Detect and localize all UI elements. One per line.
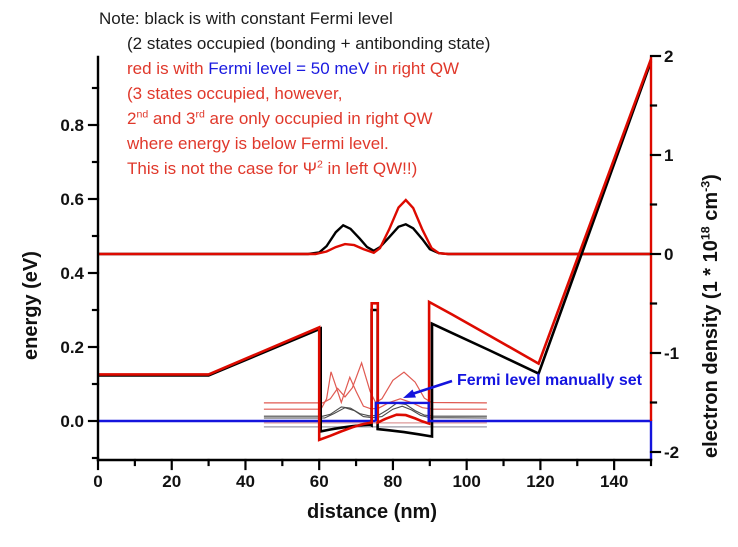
note-annotation: Note: black is with constant Fermi level…	[99, 6, 490, 181]
x-tick-label: 40	[236, 472, 255, 491]
y-right-tick-label: -1	[664, 344, 679, 363]
note-line-2: (2 states occupied (bonding + antibondin…	[127, 34, 491, 53]
note-line-3-red-prefix: red is with	[127, 59, 209, 78]
y-left-tick-label: 0.2	[60, 338, 84, 357]
fermi-annotation-arrowhead	[403, 389, 416, 398]
series-band-edge-black	[98, 60, 653, 439]
x-axis-title: distance (nm)	[306, 501, 438, 523]
x-tick-label: 0	[93, 472, 102, 491]
note-line-1: Note: black is with constant Fermi level	[99, 9, 393, 28]
fermi-level-annotation: Fermi level manually set	[457, 372, 642, 389]
note-line-3: red is with Fermi level = 50 meV in righ…	[99, 56, 490, 81]
x-tick-label: 80	[383, 472, 402, 491]
note-line-4: (3 states occupied, however,	[127, 84, 343, 103]
y-left-tick-label: 0.6	[60, 190, 84, 209]
y-right-tick-label: 0	[664, 245, 673, 264]
series-electron-density-red	[98, 198, 651, 256]
note-line-3-red-suffix: in right QW	[369, 59, 460, 78]
y-left-tick-label: 0.8	[60, 116, 84, 135]
psi-symbol: Ψ	[302, 159, 317, 178]
x-tick-label: 60	[310, 472, 329, 491]
y-right-tick-label: -2	[664, 443, 679, 462]
y-right-tick-label: 2	[664, 47, 673, 66]
y-left-tick-label: 0.0	[60, 412, 84, 431]
y-right-tick-label: 1	[664, 146, 673, 165]
x-tick-label: 100	[452, 472, 480, 491]
y-left-tick-label: 0.4	[60, 264, 84, 283]
series-fermi-level-step	[374, 401, 653, 460]
x-tick-label: 120	[526, 472, 554, 491]
series-band-edge-red	[98, 58, 653, 442]
note-line-3-blue: Fermi level = 50 meV	[208, 59, 370, 78]
note-line-5: 2nd and 3rd are only occupied in right Q…	[127, 108, 433, 128]
x-tick-label: 140	[600, 472, 628, 491]
series-electron-density-black	[98, 222, 651, 256]
note-line-6: where energy is below Fermi level.	[127, 134, 389, 153]
fermi-annotation-arrow	[411, 379, 453, 396]
note-line-7: This is not the case for Ψ2 in left QW!!…	[127, 158, 418, 178]
series-psi2-red-3rd	[263, 361, 487, 404]
x-tick-label: 20	[162, 472, 181, 491]
